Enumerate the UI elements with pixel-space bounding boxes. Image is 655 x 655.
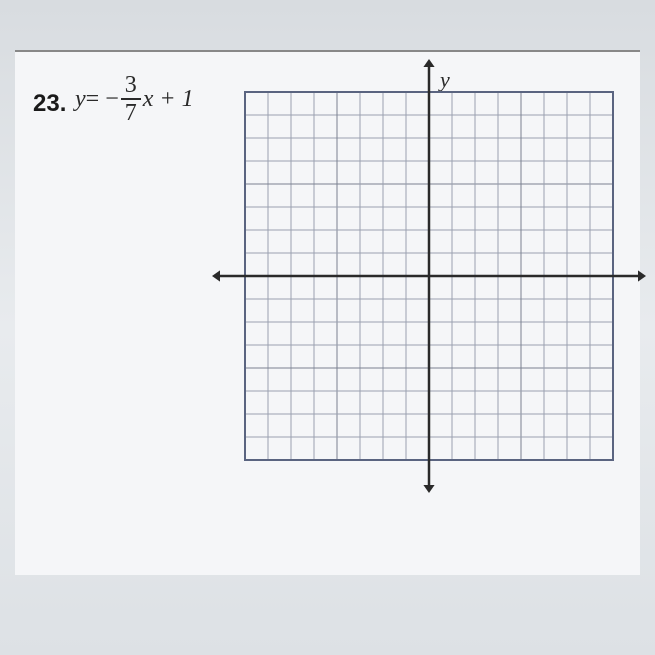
equation-equals: = − <box>86 86 119 113</box>
problem-number: 23. <box>33 90 66 118</box>
equation: y = − 3 7 x + 1 <box>75 72 194 127</box>
fraction-numerator: 3 <box>121 72 141 100</box>
equation-variable-y: y <box>75 86 86 113</box>
graph-grid <box>245 92 613 460</box>
fraction-denominator: 7 <box>121 100 141 126</box>
worksheet-page: 23. y = − 3 7 x + 1 y x <box>15 50 640 575</box>
equation-rest: x + 1 <box>143 86 194 113</box>
y-axis-label: y <box>440 67 450 93</box>
equation-fraction: 3 7 <box>121 72 141 127</box>
